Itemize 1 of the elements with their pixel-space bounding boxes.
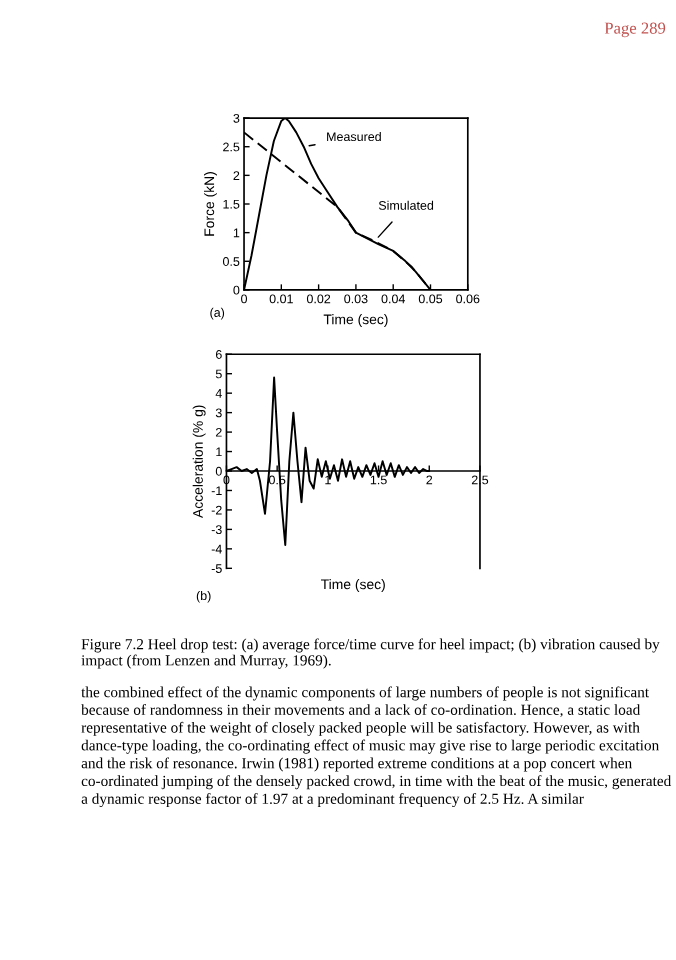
- text: Page 289: [604, 22, 666, 38]
